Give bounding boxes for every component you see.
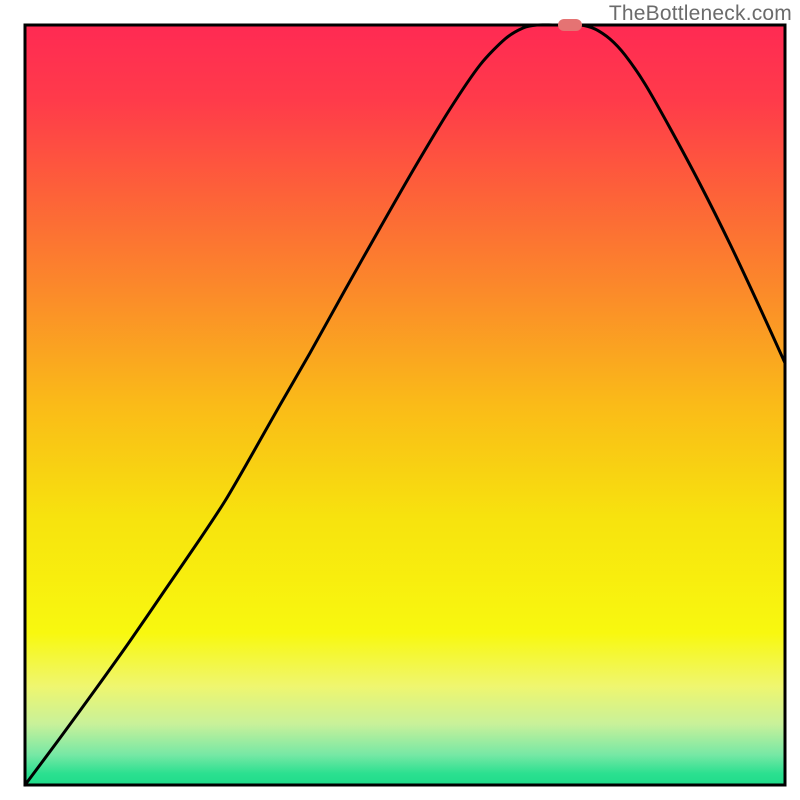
minimum-marker bbox=[558, 19, 582, 31]
bottleneck-chart bbox=[0, 0, 800, 800]
chart-canvas: TheBottleneck.com bbox=[0, 0, 800, 800]
watermark-text: TheBottleneck.com bbox=[609, 2, 792, 26]
plot-background bbox=[25, 25, 785, 785]
